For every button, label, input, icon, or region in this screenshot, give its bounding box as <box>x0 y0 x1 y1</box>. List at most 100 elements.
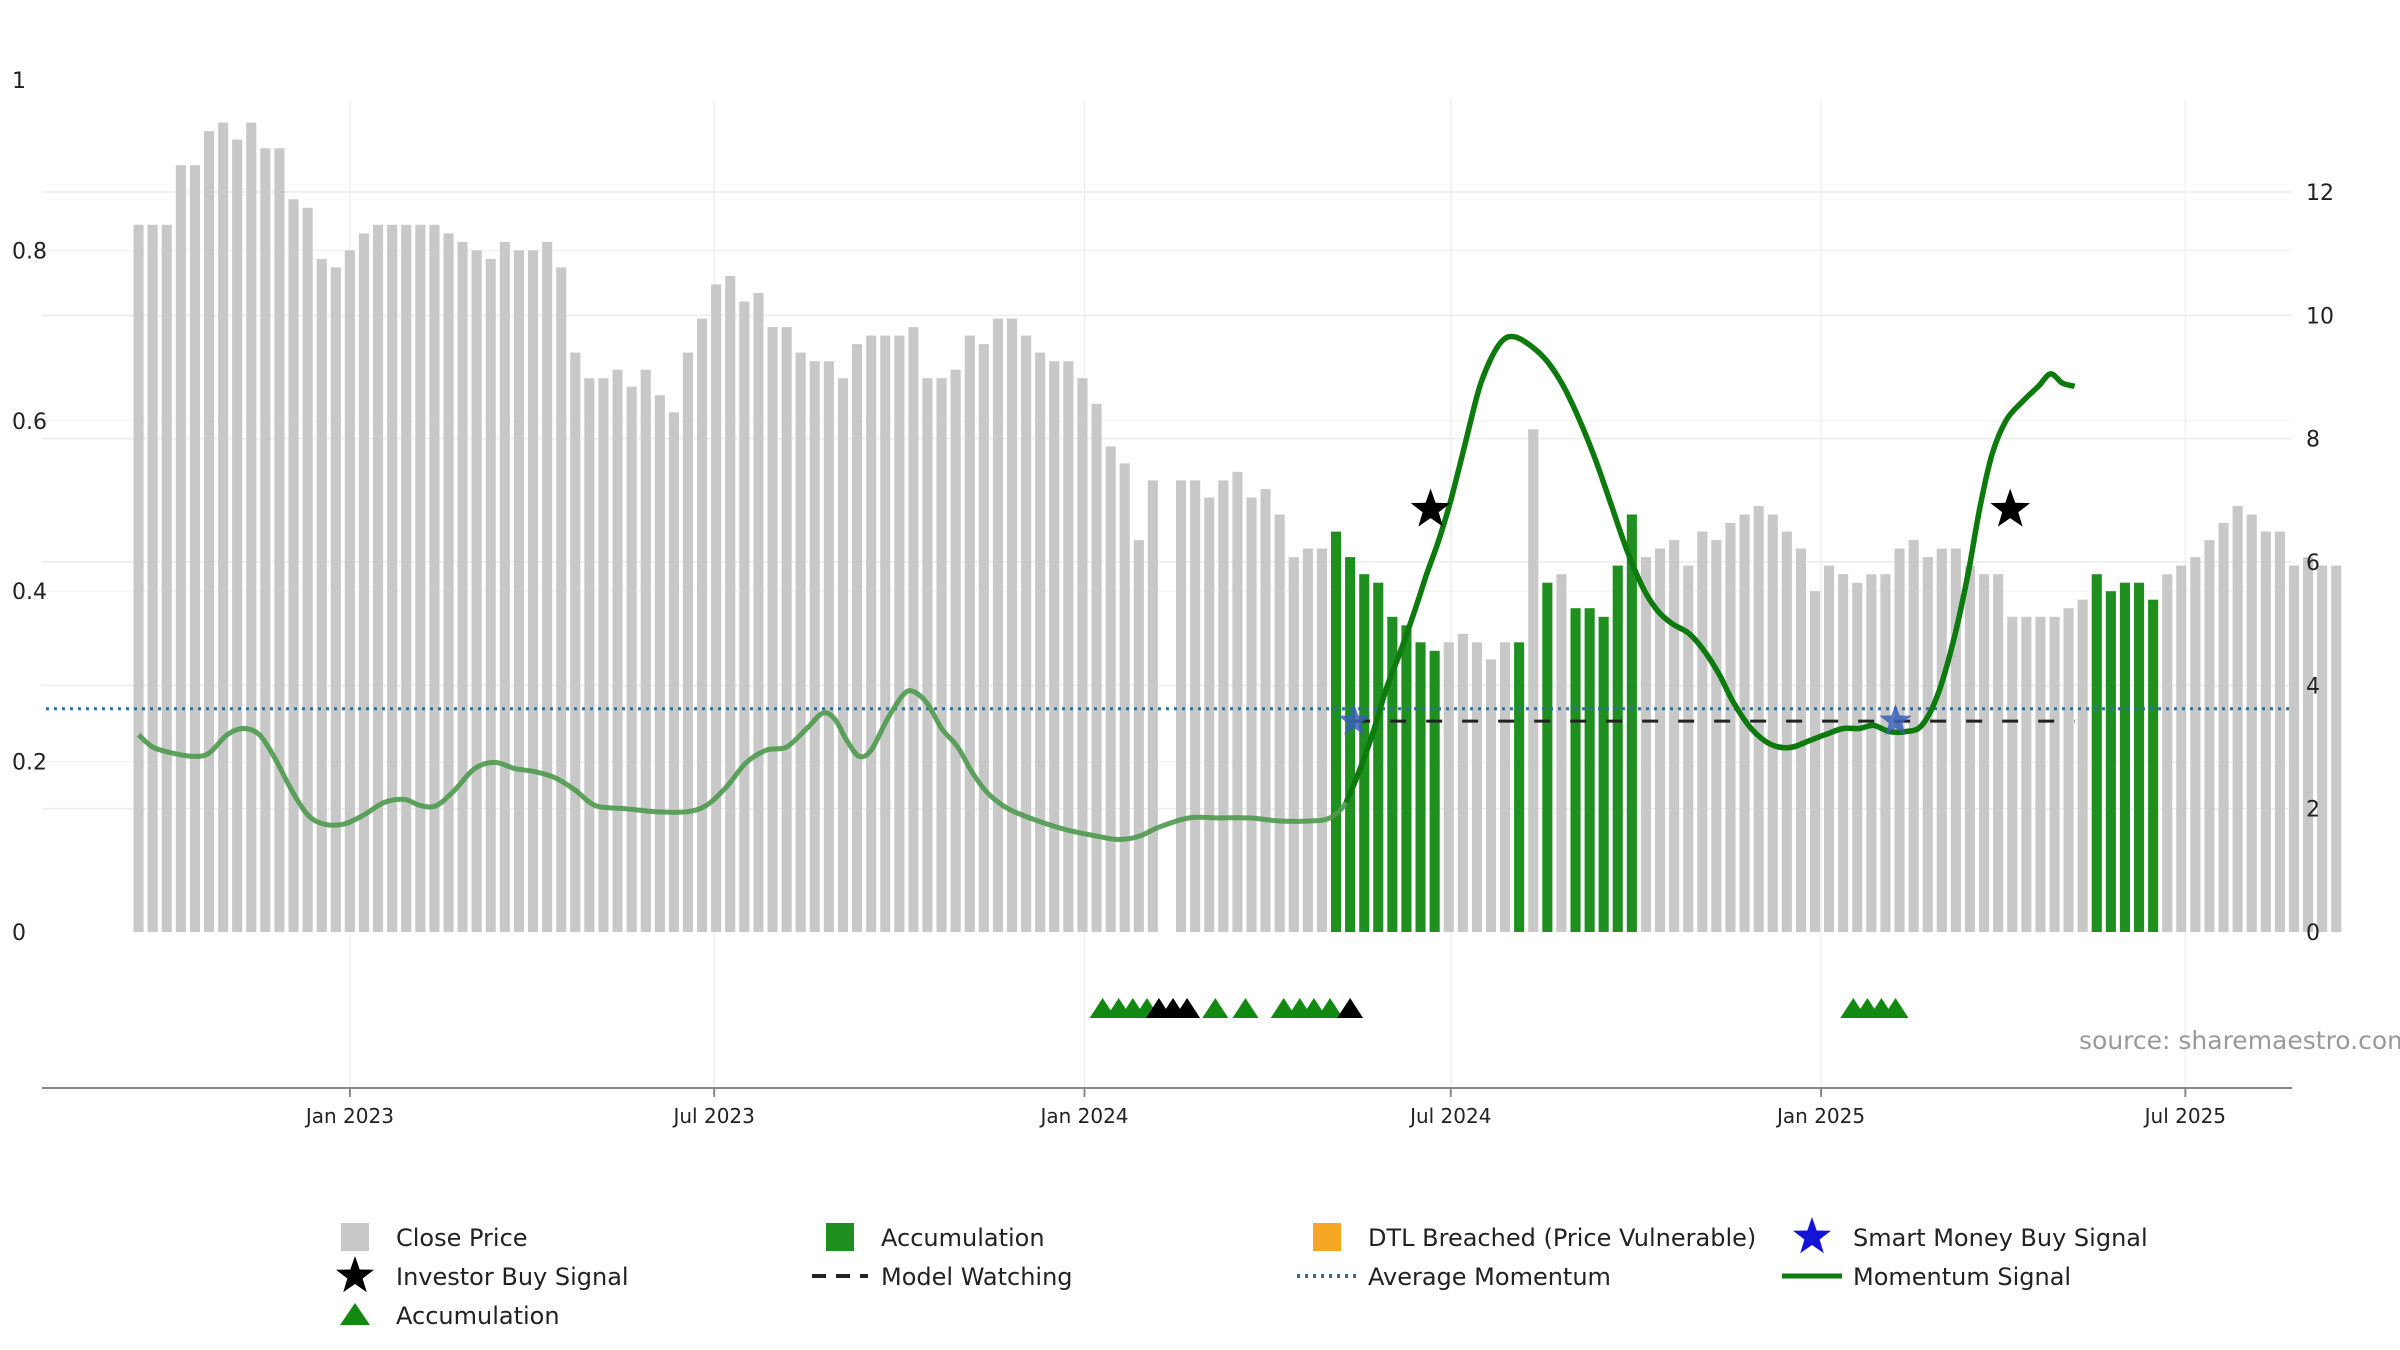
left-axis-tick: 0 <box>12 921 26 946</box>
price-bar <box>1471 642 1482 932</box>
price-bar <box>1007 318 1018 933</box>
price-bar <box>1049 361 1060 932</box>
price-bar <box>1077 378 1088 932</box>
price-bar <box>1979 574 1990 932</box>
signal-triangle <box>1174 998 1201 1018</box>
legend-label: Model Watching <box>881 1263 1073 1291</box>
price-bar <box>753 293 764 932</box>
price-bar <box>1950 548 1961 932</box>
legend-swatch <box>826 1223 854 1251</box>
price-bar <box>2303 557 2314 932</box>
price-bar <box>471 250 482 932</box>
price-bar <box>1218 480 1229 932</box>
price-bar <box>922 378 933 932</box>
price-bar <box>1091 403 1102 932</box>
accumulation-triangle <box>1317 998 1343 1018</box>
source-label: source: sharemaestro.com <box>2079 1026 2400 1055</box>
price-bar <box>936 378 947 932</box>
price-bar <box>1274 514 1285 932</box>
price-bar <box>584 378 595 932</box>
price-bar <box>1767 514 1778 932</box>
price-bar <box>1936 548 1947 932</box>
price-bar <box>2317 565 2328 932</box>
price-bar <box>288 199 299 933</box>
price-bar <box>809 361 820 932</box>
price-bar <box>542 241 553 932</box>
price-bar <box>1683 565 1694 932</box>
price-bar <box>415 224 426 933</box>
price-bar <box>2204 540 2215 932</box>
price-bar <box>2288 565 2299 932</box>
price-bar <box>1246 497 1257 932</box>
accumulation-bar <box>2091 574 2102 932</box>
legend-item: DTL Breached (Price Vulnerable) <box>1313 1223 1756 1252</box>
right-axis-tick: 0 <box>2306 921 2320 946</box>
price-bar <box>654 395 665 932</box>
momentum-signal-line-active <box>1343 333 2076 804</box>
price-bar <box>1035 352 1046 933</box>
legend-item: Accumulation <box>340 1302 560 1330</box>
price-bar <box>668 412 679 932</box>
smart-money-buy-star <box>1879 704 1912 735</box>
accumulation-triangle <box>1882 998 1909 1018</box>
price-bar <box>880 335 891 933</box>
accumulation-bar <box>1401 625 1412 932</box>
price-bar <box>457 241 468 932</box>
x-axis-tick-label: Jan 2024 <box>1038 1104 1128 1128</box>
signal-markers <box>1089 488 2031 1018</box>
legend-item: Accumulation <box>826 1223 1045 1252</box>
price-bar <box>598 378 609 932</box>
x-axis-tick-label: Jan 2025 <box>1775 1104 1865 1128</box>
price-bar <box>1316 548 1327 932</box>
legend-label: Investor Buy Signal <box>396 1263 629 1291</box>
price-bar <box>1232 471 1243 932</box>
price-bar <box>2049 616 2060 932</box>
investor-buy-star <box>1410 488 1451 527</box>
price-bar <box>2274 531 2285 932</box>
price-bar <box>1147 480 1158 932</box>
legend-item: Model Watching <box>812 1263 1073 1291</box>
price-bar <box>387 224 398 933</box>
right-axis-tick: 4 <box>2306 674 2320 699</box>
price-bar <box>218 122 229 933</box>
price-bar <box>260 148 271 932</box>
investor-buy-star <box>1990 488 2031 527</box>
accumulation-bar <box>1570 608 1581 932</box>
price-bar <box>2063 608 2074 932</box>
left-axis-tick: 0.6 <box>12 410 47 435</box>
price-bar <box>274 148 285 932</box>
price-bar <box>1669 540 1680 932</box>
legend-swatch <box>340 1303 370 1325</box>
price-bar <box>147 224 158 933</box>
accumulation-bar <box>2134 582 2145 932</box>
smart-money-buy-star <box>1338 704 1371 735</box>
price-bar <box>2190 557 2201 932</box>
price-bar <box>866 335 877 933</box>
accumulation-bar <box>1598 616 1609 932</box>
legend-item: Close Price <box>341 1223 528 1252</box>
legend: Close Price Accumulation DTL Breached (Pri… <box>336 1217 2148 1330</box>
left-axis-tick: 0.4 <box>12 580 47 605</box>
accumulation-bar <box>1542 582 1553 932</box>
price-bar <box>528 250 539 932</box>
price-bar <box>316 258 327 932</box>
price-bar <box>1908 540 1919 932</box>
legend-label: Average Momentum <box>1368 1263 1611 1291</box>
accumulation-bar <box>1514 642 1525 932</box>
price-bar <box>1753 506 1764 932</box>
price-bar <box>1697 531 1708 932</box>
price-bar <box>697 318 708 933</box>
accumulation-triangle <box>1202 998 1229 1018</box>
price-bar <box>189 165 200 932</box>
right-axis-tick: 2 <box>2306 798 2320 823</box>
left-axis-tick: 1 <box>12 69 26 94</box>
price-bar <box>725 276 736 932</box>
legend-item: Smart Money Buy Signal <box>1793 1217 2148 1254</box>
price-bar <box>1176 480 1187 932</box>
legend-label: Close Price <box>396 1224 528 1252</box>
price-bar <box>823 361 834 932</box>
price-bar <box>1457 633 1468 932</box>
legend-item: Average Momentum <box>1297 1263 1611 1291</box>
price-bar <box>1781 531 1792 932</box>
